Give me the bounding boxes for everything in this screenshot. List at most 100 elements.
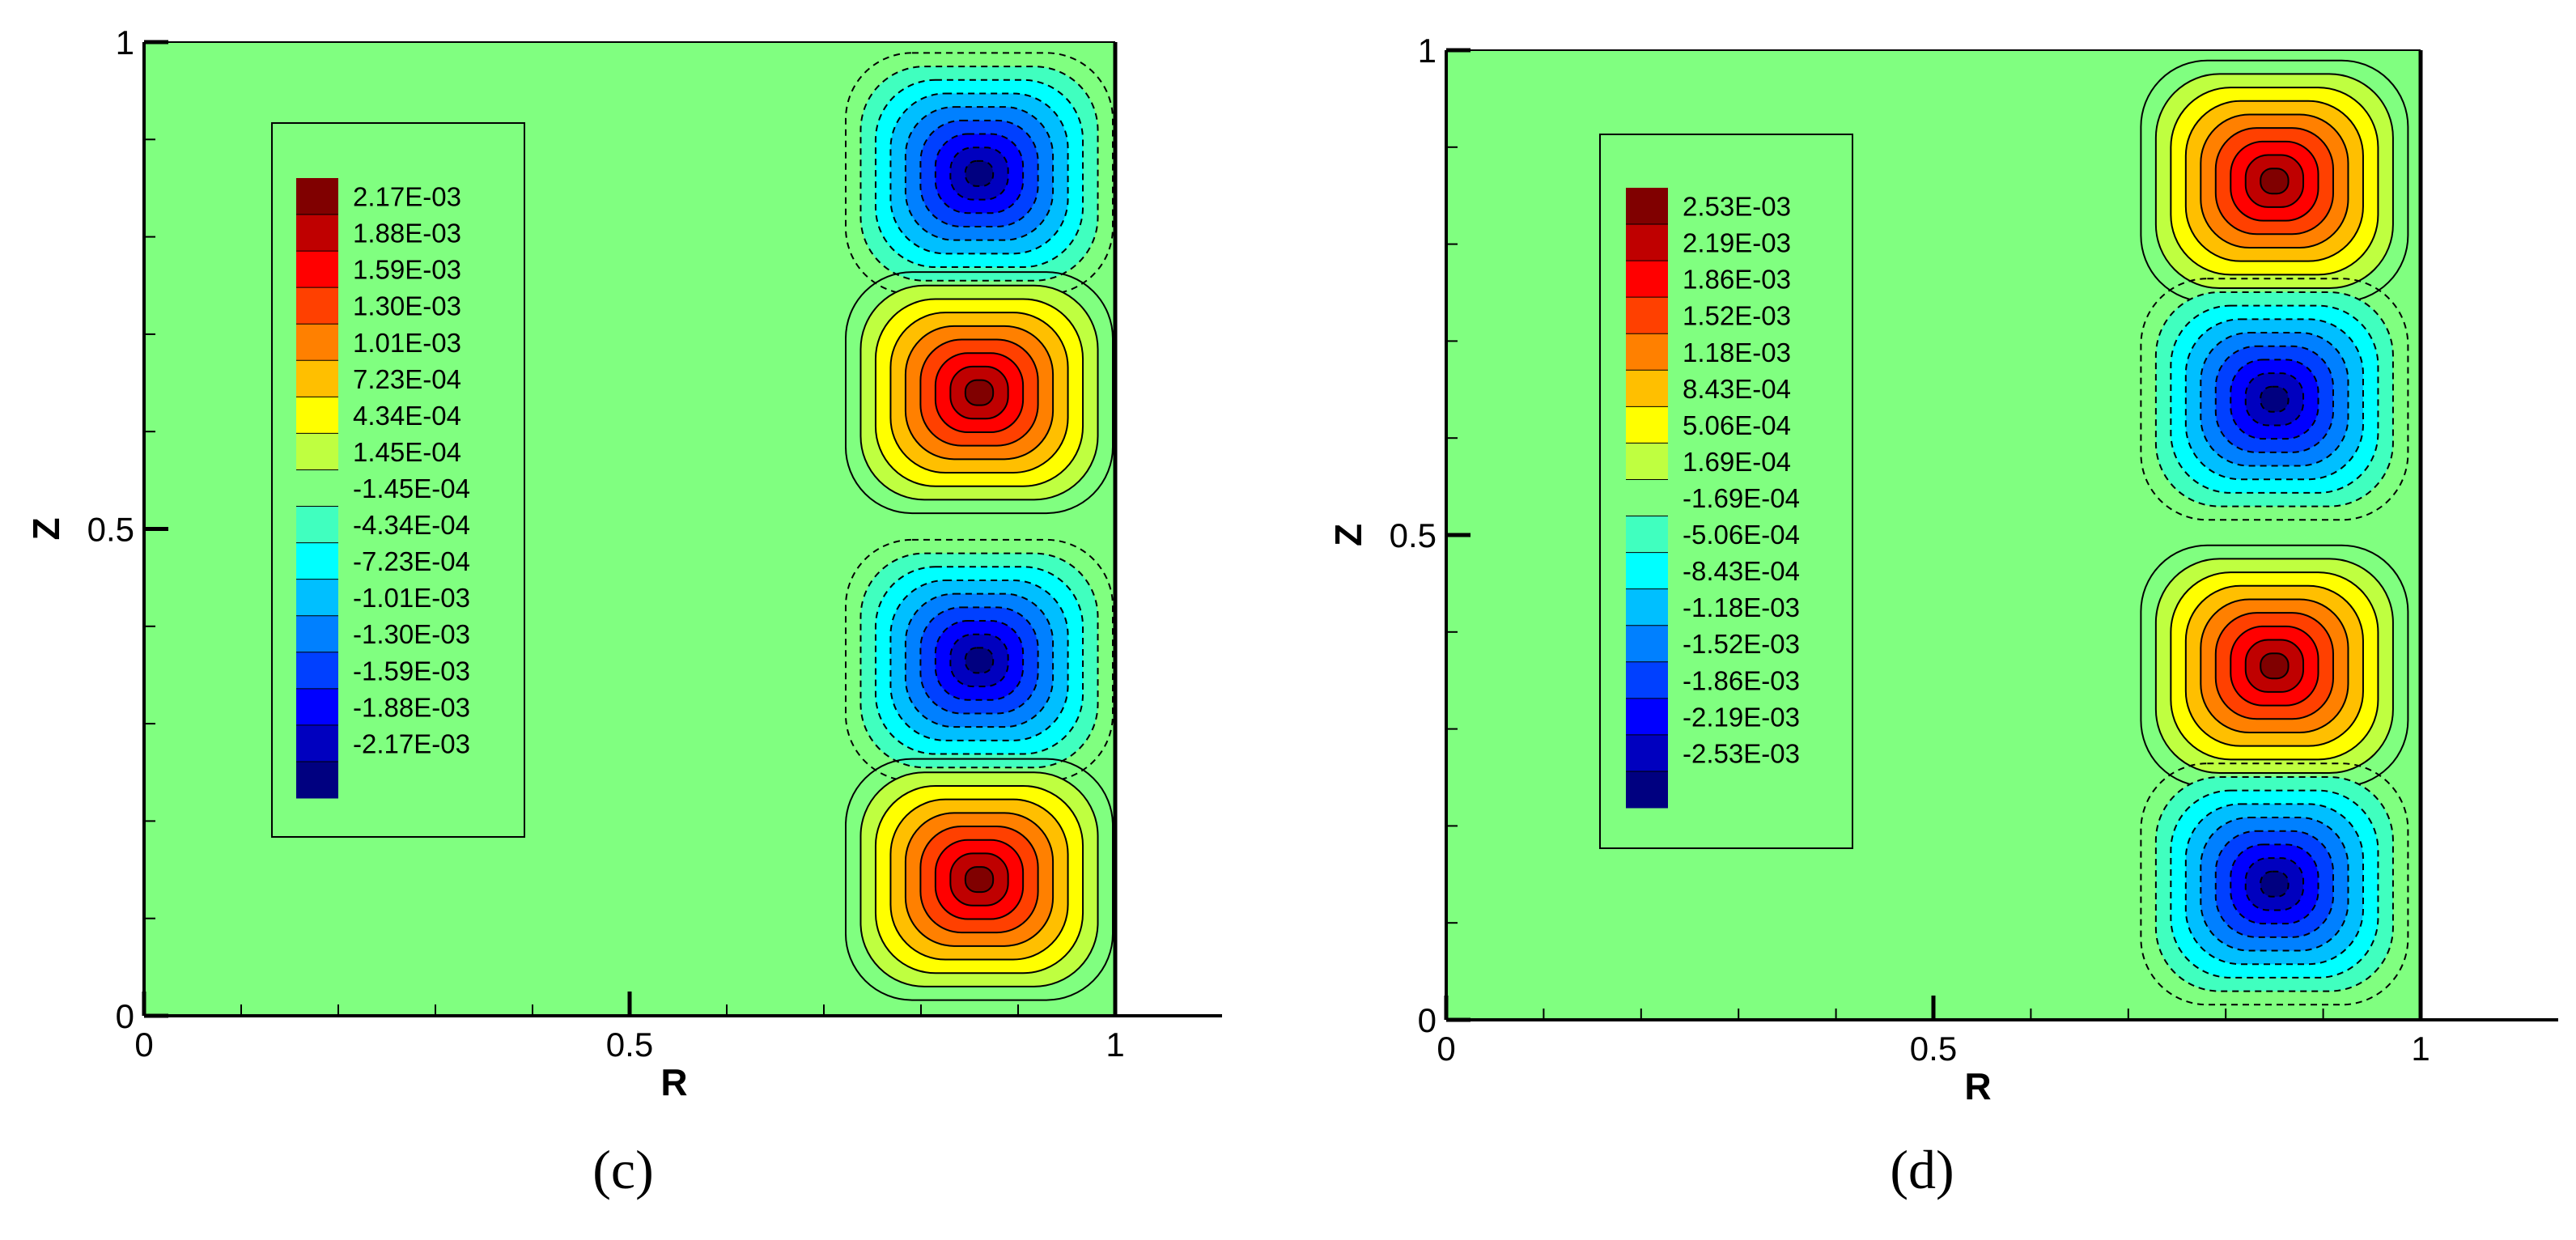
- legend-label: 8.43E-04: [1683, 374, 1791, 404]
- legend-label: -5.06E-04: [1683, 520, 1800, 550]
- legend-swatch: [296, 397, 338, 434]
- legend-swatch: [1626, 479, 1668, 517]
- legend-label: 1.86E-03: [1683, 265, 1791, 295]
- legend-label: -1.30E-03: [353, 619, 470, 649]
- contour-level-8: [2260, 168, 2290, 195]
- legend-swatch: [1626, 588, 1668, 626]
- contour-plot-c: 0 0.5 1 0 0.5 1 R Z 2.17E-03 1.88E-03 1.59E-03 1.30…: [25, 23, 1222, 1200]
- legend: 2.17E-03 1.88E-03 1.59E-03 1.30E-03 1.01E-03…: [271, 122, 525, 838]
- legend-swatch: [1626, 370, 1668, 407]
- legend-frame: [1599, 134, 1853, 849]
- contour-cell-2: [2140, 278, 2409, 521]
- legend-label: -1.18E-03: [1683, 592, 1800, 622]
- legend-label: -1.88E-03: [353, 692, 470, 722]
- contour-cell-4: [845, 758, 1114, 1001]
- legend-swatch: [296, 360, 338, 397]
- contour-level-8: [2260, 870, 2290, 898]
- panel-c: 0 0.5 1 0 0.5 1 R Z 2.17E-03 1.88E-03 1.59E-03 1.30…: [25, 23, 1222, 1200]
- y-axis-title: Z: [25, 517, 67, 540]
- legend-label: -2.17E-03: [353, 728, 470, 758]
- panel-caption: (d): [1890, 1139, 1954, 1200]
- legend-swatch: [1626, 443, 1668, 480]
- legend-label: -1.45E-04: [353, 473, 470, 503]
- legend-swatch: [1626, 224, 1668, 261]
- y-tick-label: 0.5: [1390, 516, 1437, 554]
- contour-level-8: [964, 379, 995, 406]
- legend-swatch: [296, 214, 338, 252]
- legend-swatch: [1626, 625, 1668, 663]
- legend-swatch: [296, 579, 338, 617]
- legend-label: -1.52E-03: [1683, 629, 1800, 659]
- legend-label: 4.34E-04: [353, 401, 461, 431]
- legend-swatch: [1626, 698, 1668, 736]
- contour-level-8: [964, 159, 995, 187]
- legend-swatch: [296, 287, 338, 325]
- legend-swatch: [296, 324, 338, 361]
- legend-label: -7.23E-04: [353, 546, 470, 576]
- panel-caption: (c): [592, 1139, 653, 1200]
- contour-cell-2: [845, 271, 1114, 515]
- legend-label: -2.53E-03: [1683, 738, 1800, 768]
- y-axis-title: Z: [1327, 524, 1369, 546]
- contour-cell-3: [845, 538, 1114, 782]
- legend-label: 1.45E-04: [353, 437, 461, 467]
- legend-swatch: [296, 506, 338, 544]
- y-tick-label: 0.5: [87, 511, 134, 549]
- legend-label: 5.06E-04: [1683, 410, 1791, 440]
- legend-swatch: [296, 251, 338, 288]
- contour-plot-d: 0 0.5 1 0 0.5 1 R Z 2.53E-03 2.19E-03 1.86E-03 1.52…: [1327, 32, 2558, 1200]
- legend-swatch: [1626, 734, 1668, 772]
- contour-level-0: [845, 758, 1114, 1001]
- legend-swatch: [296, 652, 338, 690]
- x-tick-label: 0: [1437, 1030, 1455, 1068]
- legend-swatch: [296, 469, 338, 507]
- legend-label: 2.19E-03: [1683, 228, 1791, 258]
- legend-label: 1.30E-03: [353, 291, 461, 321]
- contour-field: [2140, 59, 2409, 1006]
- legend-swatch: [1626, 188, 1668, 225]
- x-tick-label: 0: [134, 1026, 153, 1064]
- legend-swatch: [296, 688, 338, 726]
- contour-level-8: [2260, 385, 2290, 413]
- legend-label: -4.34E-04: [353, 510, 470, 540]
- y-tick-label: 0: [116, 997, 134, 1035]
- legend-label: 1.18E-03: [1683, 338, 1791, 367]
- legend-swatch: [1626, 406, 1668, 444]
- x-tick-label: 0.5: [1910, 1030, 1957, 1068]
- contour-level-8: [2260, 652, 2290, 680]
- y-tick-label: 1: [116, 23, 134, 62]
- legend-label: 1.59E-03: [353, 255, 461, 285]
- y-tick-label: 1: [1418, 32, 1437, 70]
- legend-swatch: [1626, 771, 1668, 809]
- x-tick-label: 0.5: [606, 1026, 653, 1064]
- contour-level-8: [964, 647, 995, 674]
- legend-label: 2.53E-03: [1683, 192, 1791, 222]
- legend-swatch: [296, 433, 338, 470]
- legend-label: -1.59E-03: [353, 656, 470, 686]
- contour-cell-4: [2140, 762, 2409, 1006]
- legend-label: -1.69E-04: [1683, 483, 1800, 513]
- legend-label: -1.01E-03: [353, 583, 470, 613]
- legend-swatch: [1626, 333, 1668, 371]
- legend-label: 1.69E-04: [1683, 447, 1791, 477]
- y-tick-label: 0: [1418, 1001, 1437, 1039]
- panel-d: 0 0.5 1 0 0.5 1 R Z 2.53E-03 2.19E-03 1.86E-03 1.52…: [1288, 0, 2575, 1240]
- legend-swatch: [1626, 661, 1668, 699]
- x-tick-label: 1: [2411, 1030, 2430, 1068]
- contour-level-0: [845, 271, 1114, 515]
- contour-cell-1: [845, 52, 1114, 295]
- contour-cell-1: [2140, 59, 2409, 303]
- legend-swatch: [296, 615, 338, 653]
- contour-field: [845, 52, 1114, 1001]
- legend-label: -8.43E-04: [1683, 556, 1800, 586]
- legend-label: 7.23E-04: [353, 364, 461, 394]
- contour-level-8: [964, 866, 995, 894]
- legend-label: -1.86E-03: [1683, 665, 1800, 695]
- legend-label: 2.17E-03: [353, 182, 461, 212]
- legend-label: 1.52E-03: [1683, 301, 1791, 331]
- legend-swatch: [296, 724, 338, 762]
- legend-swatch: [296, 178, 338, 215]
- legend-swatch: [1626, 297, 1668, 334]
- legend-swatch: [296, 542, 338, 580]
- legend: 2.53E-03 2.19E-03 1.86E-03 1.52E-03 1.18E-03…: [1599, 134, 1853, 849]
